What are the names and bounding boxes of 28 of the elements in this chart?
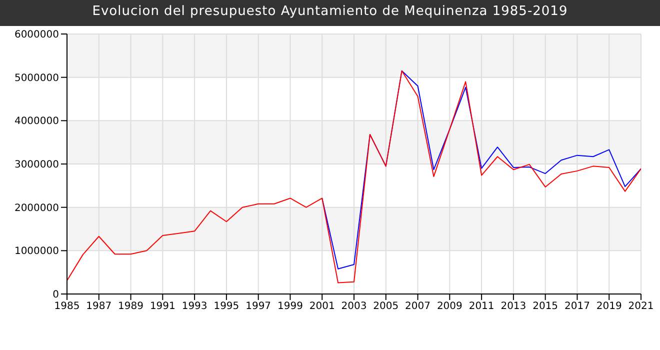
x-tick-label: 2021 [628,301,654,312]
x-tick-label: 2007 [405,301,431,312]
y-tick-label: 4000000 [14,116,59,128]
x-tick-label: 1987 [86,301,112,312]
x-tick-label: 2001 [309,301,335,312]
y-tick-label: 0 [52,290,59,301]
x-tick-label: 2003 [341,301,367,312]
y-tick-label: 1000000 [14,246,59,258]
y-tick-label: 6000000 [14,30,59,41]
y-tick-label: 2000000 [14,202,59,214]
y-tick-label: 5000000 [14,72,59,84]
x-tick-label: 1985 [54,301,80,312]
x-tick-label: 1999 [277,301,303,312]
x-tick-label: 2005 [373,301,399,312]
x-tick-label: 2019 [596,301,622,312]
x-tick-label: 2013 [500,301,526,312]
x-tick-label: 1991 [150,301,176,312]
x-tick-label: 2011 [468,301,494,312]
x-tick-label: 2015 [532,301,558,312]
x-tick-label: 1993 [182,301,208,312]
chart-title: Evolucion del presupuesto Ayuntamiento de Mequinenza 1985-2019 [0,0,660,26]
x-tick-label: 1997 [246,301,272,312]
x-tick-label: 2017 [564,301,590,312]
x-tick-label: 2009 [436,301,462,312]
x-tick-label: 1989 [118,301,144,312]
x-tick-label: 1995 [214,301,240,312]
line-series [67,70,641,284]
y-tick-label: 3000000 [14,160,59,171]
